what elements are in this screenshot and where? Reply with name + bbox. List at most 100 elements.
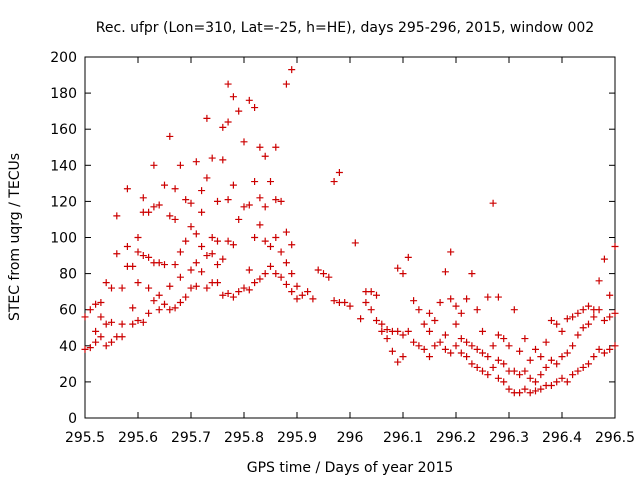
data-point — [219, 255, 227, 263]
data-point — [192, 282, 200, 290]
data-point — [457, 349, 465, 357]
data-point — [441, 345, 449, 353]
data-point — [600, 317, 608, 325]
data-point — [214, 197, 221, 205]
data-point — [187, 223, 195, 231]
data-point — [595, 345, 603, 353]
data-point — [330, 178, 338, 186]
data-point — [420, 345, 428, 353]
data-point — [399, 353, 407, 361]
data-point — [574, 331, 582, 339]
data-point — [426, 353, 433, 361]
data-point — [134, 234, 142, 241]
x-tick-label: 295.5 — [65, 430, 105, 446]
data-point — [351, 239, 359, 247]
data-point — [176, 298, 184, 306]
data-point — [399, 270, 407, 278]
data-point — [97, 298, 105, 306]
data-point — [134, 317, 142, 325]
data-point — [330, 297, 338, 305]
data-point — [150, 203, 158, 211]
data-point — [373, 317, 380, 325]
data-point — [267, 178, 274, 186]
data-point — [123, 185, 131, 193]
data-point — [537, 353, 545, 361]
data-point — [563, 378, 571, 386]
data-point — [171, 215, 179, 223]
data-point — [282, 228, 290, 236]
data-point — [569, 371, 577, 379]
data-point — [229, 93, 237, 101]
y-tick-label: 120 — [50, 194, 77, 210]
data-point — [86, 306, 94, 314]
data-point — [611, 309, 619, 317]
data-point — [166, 132, 174, 140]
data-point — [585, 302, 592, 310]
y-tick-label: 180 — [50, 86, 77, 102]
data-point — [542, 338, 550, 346]
data-point — [468, 360, 476, 368]
y-tick-label: 60 — [59, 303, 77, 319]
data-point — [166, 282, 174, 290]
data-point — [134, 279, 142, 287]
chart-title: Rec. ufpr (Lon=310, Lat=-25, h=HE), days… — [96, 20, 594, 36]
data-point — [288, 288, 296, 296]
y-tick-label: 0 — [68, 411, 77, 427]
data-point — [251, 234, 259, 241]
data-point — [187, 266, 195, 274]
data-point — [145, 208, 153, 216]
data-point — [102, 320, 110, 328]
data-point — [452, 302, 460, 310]
data-point — [155, 291, 163, 299]
data-point — [92, 327, 100, 335]
data-point — [494, 356, 502, 364]
data-point — [526, 389, 534, 397]
data-point — [298, 291, 306, 299]
data-point — [187, 284, 195, 292]
data-point — [282, 259, 290, 267]
data-point — [388, 347, 396, 355]
data-point — [431, 317, 439, 325]
y-tick-label: 80 — [59, 267, 77, 283]
data-point — [542, 363, 550, 371]
data-point — [558, 353, 566, 361]
data-point — [399, 331, 407, 339]
data-point — [166, 306, 174, 314]
data-point — [251, 279, 259, 287]
data-point — [590, 313, 598, 321]
data-point — [293, 295, 301, 303]
data-point — [272, 143, 280, 151]
data-point — [288, 270, 296, 278]
data-point — [452, 342, 460, 350]
data-point — [171, 261, 179, 269]
data-point — [203, 114, 211, 122]
y-tick-label: 200 — [50, 50, 77, 66]
data-point — [288, 241, 296, 249]
y-tick-label: 160 — [50, 122, 77, 138]
y-tick-labels: 0 20 40 60 80 100 120 140 160 180 200 — [50, 50, 77, 427]
data-point — [240, 203, 248, 211]
x-tick-label: 295.7 — [171, 430, 211, 446]
data-point — [171, 185, 179, 193]
data-point — [479, 327, 486, 335]
data-point — [606, 345, 614, 353]
data-point — [553, 320, 561, 328]
data-point — [510, 367, 518, 375]
data-point — [606, 291, 614, 299]
data-point — [463, 353, 471, 361]
data-point — [81, 345, 89, 353]
data-point — [547, 317, 555, 325]
data-point — [394, 264, 402, 272]
y-tick-label: 40 — [59, 339, 77, 355]
data-point — [129, 262, 137, 270]
data-point — [267, 243, 274, 251]
data-point — [277, 273, 285, 281]
data-point — [272, 270, 280, 278]
data-point — [383, 335, 391, 343]
data-point — [595, 277, 603, 285]
data-point — [585, 320, 592, 328]
data-point — [489, 342, 497, 350]
data-point — [489, 363, 497, 371]
data-point — [224, 196, 232, 204]
